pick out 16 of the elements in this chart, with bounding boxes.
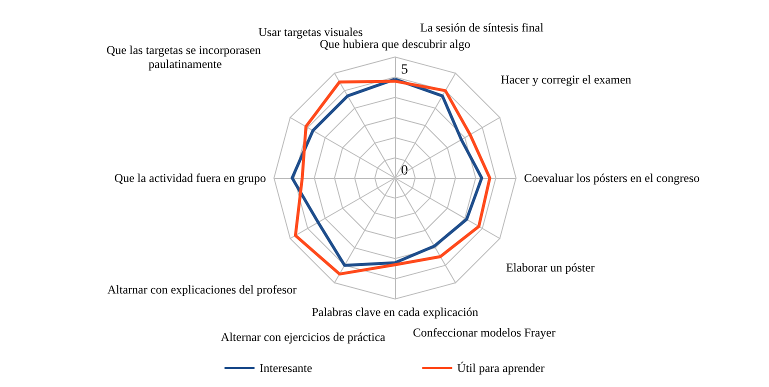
spoke-label: Palabras clave en cada explicación [312,305,478,319]
legend-label: Útil para aprender [457,361,544,375]
spoke-label: Elaborar un póster [506,260,595,275]
legend-label: Interesante [260,361,312,375]
spoke-label: Altarnar con explicaciones del profesor [107,282,297,296]
spoke-label: Confeccionar modelos Frayer [412,325,556,340]
spoke-label: La sesión de síntesis final [420,20,544,35]
spoke-label: Que hubiera que descubrir algo [320,37,470,51]
spoke-label: Alternar con ejercicios de práctica [220,330,386,344]
spoke-label: Usar targetas visuales [258,24,364,39]
spoke-label: Que la actividad fuera en grupo [114,171,266,185]
spoke-label: Hacer y corregir el examen [500,72,632,86]
y-tick-label: 0 [401,164,408,178]
spoke-label: Que las targetas se incorporasen paulatinamente [106,42,264,71]
spoke-label: Coevaluar los pósters en el congreso [524,171,700,185]
y-tick-label: 5 [401,62,408,78]
